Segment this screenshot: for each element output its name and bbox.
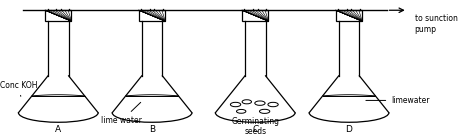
Text: B: B	[149, 125, 155, 134]
Text: limewater: limewater	[366, 96, 430, 105]
Bar	[242, 10, 268, 21]
Ellipse shape	[255, 101, 265, 105]
Text: Germinating
seeds: Germinating seeds	[231, 116, 279, 136]
Text: lime water: lime water	[101, 102, 142, 125]
Text: D: D	[346, 125, 353, 134]
Ellipse shape	[230, 102, 241, 107]
Ellipse shape	[259, 109, 270, 113]
Ellipse shape	[237, 109, 246, 113]
Text: to sunction
pump: to sunction pump	[415, 14, 457, 34]
Text: A: A	[55, 125, 61, 134]
Ellipse shape	[268, 102, 278, 107]
Bar	[45, 10, 72, 21]
Bar	[336, 10, 362, 21]
Ellipse shape	[242, 100, 252, 104]
Text: C: C	[252, 125, 258, 134]
Text: Conc KOH: Conc KOH	[0, 81, 37, 96]
Bar	[139, 10, 165, 21]
